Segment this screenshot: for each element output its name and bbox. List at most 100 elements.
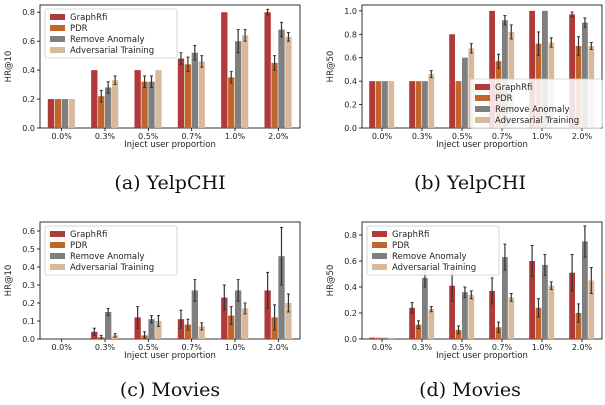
bar-remove-anomaly [382,81,388,128]
bar-pdr [495,327,502,339]
legend-entry: PDR [70,241,88,251]
x-tick-label: 2.0% [268,343,289,352]
bar-pdr [98,96,105,128]
legend-swatch [475,95,490,101]
x-tick-label: 0.0% [372,343,393,352]
x-axis-label: Inject user proportion [436,140,528,150]
y-tick-label: 0.8 [22,8,35,17]
y-tick-label: 0.6 [344,54,357,63]
legend-entry: Remove Anomaly [70,35,144,45]
x-tick-label: 0.5% [452,343,473,352]
legend-swatch [50,231,65,237]
bar-pdr [54,99,62,128]
legend-entry: Remove Anomaly [70,252,144,262]
x-tick-label: 0.7% [492,132,513,141]
bar-pdr [375,81,382,128]
x-tick-label: 0.0% [52,132,73,141]
bar-remove-anomaly [542,10,548,129]
legend-entry: Adversarial Training [495,116,579,126]
y-tick-label: 0.3 [22,281,35,290]
legend-box [44,225,178,276]
legend-entry: Remove Anomaly [495,105,569,115]
legend-box [44,8,178,59]
bar-adversarial-training [428,74,435,128]
bar-adversarial-training [241,35,249,128]
x-tick-label: 0.5% [138,132,159,141]
y-axis-label: HR@50 [326,265,336,297]
x-tick-label: 2.0% [268,132,289,141]
bar-graphrfi [47,99,55,128]
y-tick-label: 0.2 [344,309,357,318]
bar-remove-anomaly [582,22,588,129]
legend-swatch [50,36,65,42]
legend-swatch [50,264,65,270]
bar-pdr [415,81,422,128]
bar-graphrfi [529,10,535,129]
bar-remove-anomaly [422,277,428,339]
legend-swatch [50,25,65,31]
y-axis-label: HR@50 [326,51,336,83]
bar-graphrfi [449,34,455,128]
x-tick-label: 2.0% [572,343,593,352]
bar-pdr [141,81,148,128]
y-tick-label: 0.4 [22,66,35,75]
x-axis-label: Inject user proportion [124,140,216,150]
legend-entry: Adversarial Training [70,46,154,56]
y-tick-label: 0.0 [22,335,35,344]
caption-b: (b) YelpCHI [414,172,526,194]
plot-frame [39,4,301,129]
legend-entry: Adversarial Training [392,263,476,273]
bar-remove-anomaly [235,290,242,339]
y-axis-label: HR@10 [4,265,14,297]
y-tick-label: 0.5 [22,245,35,254]
x-tick-label: 1.0% [532,343,553,352]
bar-pdr [228,315,235,339]
chart-panel-b: 0.0 0.2 0.4 0.6 0.8 1.0 HR@50 0.0% 0.3% 0.5% 0.7% 1… [326,4,603,150]
chart-panel-d: 0.0 0.2 0.4 0.6 0.8 HR@50 0.0% 0.3% 0.5% 0.7% 1.0%… [326,221,603,361]
y-tick-label: 0.4 [344,77,357,86]
y-tick-label: 0.0 [22,124,35,133]
x-tick-label: 0.7% [182,132,203,141]
caption-a: (a) YelpCHI [114,172,225,194]
bar-remove-anomaly [105,312,112,339]
caption-d: (d) Movies [419,379,521,401]
bar-remove-anomaly [462,57,468,128]
bar-adversarial-training [388,81,395,128]
bar-remove-anomaly [148,319,155,339]
bar-graphrfi [221,297,228,339]
bar-remove-anomaly [542,264,548,339]
legend-swatch [475,106,490,112]
bar-graphrfi [91,70,98,128]
chart-panel-c: 0.0 0.1 0.2 0.3 0.4 0.5 0.6 HR@10 0.0% 0.3% 0.5% 0.… [4,221,301,361]
x-tick-label: 0.3% [412,132,433,141]
bar-graphrfi [569,272,575,339]
bar-adversarial-training [111,80,119,128]
bar-adversarial-training [198,326,205,339]
bar-adversarial-training [241,308,249,339]
x-axis-label: Inject user proportion [124,351,216,361]
bar-graphrfi [177,58,185,128]
legend-entry: Adversarial Training [70,263,154,273]
bar-pdr [415,324,422,339]
y-tick-label: 0.0 [344,124,357,133]
legend-box [469,78,603,129]
bar-pdr [184,64,192,128]
caption-c: (c) Movies [120,379,220,401]
y-tick-label: 0.1 [22,317,35,326]
legend-swatch [372,264,387,270]
bar-graphrfi [221,12,228,129]
bar-pdr [228,77,235,128]
bar-pdr [575,313,582,339]
bar-remove-anomaly [502,20,508,129]
bar-pdr [184,324,192,339]
bar-adversarial-training [468,294,475,339]
bar-remove-anomaly [462,292,468,339]
bar-graphrfi [369,337,375,339]
legend-swatch [50,253,65,259]
bar-remove-anomaly [191,52,198,128]
bar-adversarial-training [285,303,292,339]
plot-frame [39,221,301,340]
